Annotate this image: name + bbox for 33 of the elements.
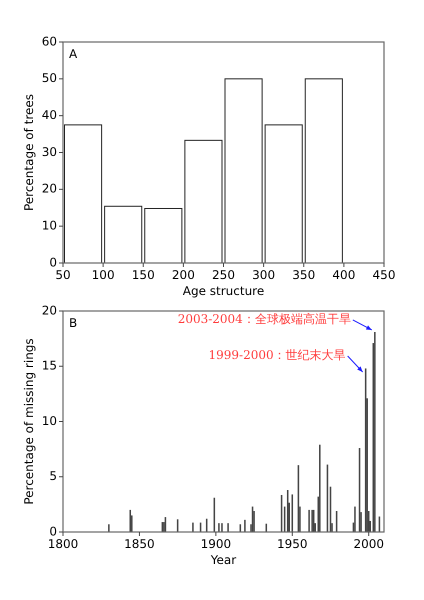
- x-tick-label: 100: [92, 268, 115, 282]
- y-tick-label: 40: [42, 108, 57, 122]
- x-tick-label: 150: [132, 268, 155, 282]
- x-tick-label: 400: [332, 268, 356, 282]
- x-tick-label: 300: [252, 268, 276, 282]
- y-tick-label: 20: [42, 182, 57, 196]
- x-axis-title: Year: [210, 553, 236, 567]
- y-tick-label: 60: [42, 34, 57, 48]
- y-tick-label: 10: [42, 414, 57, 428]
- x-tick-label: 1850: [124, 537, 155, 551]
- y-tick-label: 20: [42, 303, 57, 318]
- x-tick-label: 1800: [48, 537, 78, 551]
- annotation: 1999-2000：世纪末大旱: [208, 348, 346, 362]
- x-tick-label: 450: [372, 268, 396, 282]
- y-tick-label: 10: [42, 218, 57, 232]
- y-axis-title: Percentage of missing rings: [22, 338, 36, 505]
- annotation: 2003-2004：全球极端高温干旱: [178, 312, 351, 326]
- x-tick-label: 250: [212, 268, 235, 282]
- x-tick-label: 2000: [353, 537, 384, 551]
- y-tick-label: 30: [42, 144, 57, 159]
- chart-title: A: [69, 47, 78, 61]
- y-tick-label: 0: [49, 524, 57, 538]
- x-tick-label: 200: [172, 268, 195, 282]
- x-axis-title: Age structure: [182, 284, 264, 298]
- y-tick-label: 5: [49, 469, 57, 484]
- chart-title: B: [69, 316, 78, 330]
- y-tick-label: 15: [42, 358, 57, 373]
- x-tick-label: 1900: [200, 537, 232, 551]
- x-tick-label: 350: [292, 268, 316, 282]
- y-tick-label: 50: [42, 71, 57, 86]
- y-axis-title: Percentage of trees: [22, 94, 36, 212]
- y-tick-label: 0: [49, 255, 57, 270]
- x-tick-label: 1950: [277, 537, 308, 551]
